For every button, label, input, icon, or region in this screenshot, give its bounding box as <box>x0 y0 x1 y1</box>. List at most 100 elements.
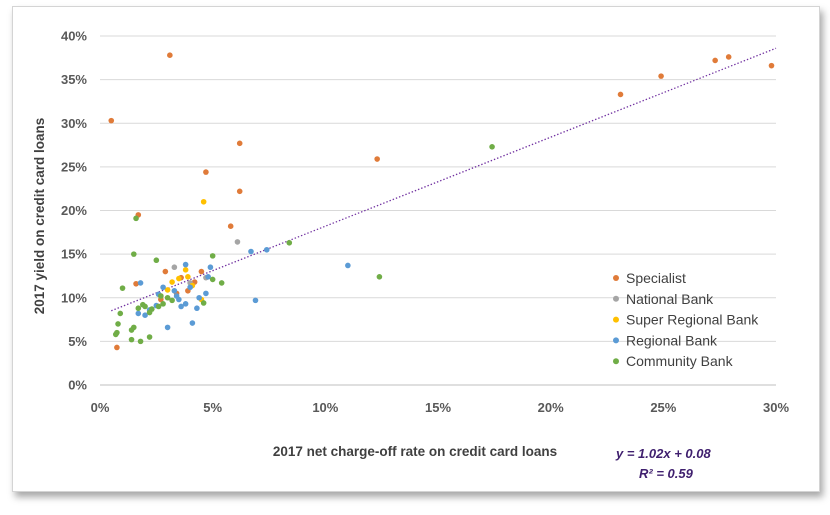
x-tick-label: 20% <box>538 400 564 415</box>
data-point-regional-bank <box>196 294 202 301</box>
x-axis-title: 2017 net charge-off rate on credit card … <box>273 444 557 459</box>
data-point-regional-bank <box>194 305 200 312</box>
data-point-regional-bank <box>142 312 148 319</box>
data-point-community-bank <box>169 297 175 304</box>
data-point-community-bank <box>376 274 383 280</box>
data-point-regional-bank <box>263 246 270 253</box>
trendline-equation: y = 1.02x + 0.08 <box>615 446 711 461</box>
data-point-super-regional-bank <box>200 198 207 205</box>
legend-label-community-bank: Community Bank <box>626 353 734 369</box>
data-point-regional-bank <box>171 287 178 294</box>
x-tick-label: 10% <box>312 400 338 415</box>
legend-label-specialist: Specialist <box>626 270 686 286</box>
y-tick-label: 10% <box>61 290 87 305</box>
y-tick-label: 40% <box>61 29 87 44</box>
y-tick-label: 30% <box>61 116 87 131</box>
data-point-regional-bank <box>205 274 211 280</box>
y-tick-label: 0% <box>68 378 87 393</box>
data-point-regional-bank <box>187 284 193 291</box>
data-point-national-bank <box>234 239 241 245</box>
data-point-national-bank <box>171 264 178 271</box>
data-point-specialist <box>236 188 243 195</box>
y-axis-title: 2017 yield on credit card loans <box>32 118 47 315</box>
x-tick-label: 30% <box>763 400 789 415</box>
scatter-chart: 0% 5% 10% 15% 20% 25% 30% 35% 40% 0% 5% 10% 15% 20% 25… <box>32 29 789 482</box>
data-point-specialist <box>133 280 139 287</box>
data-point-regional-bank <box>160 284 166 291</box>
y-tick-label: 25% <box>61 159 87 174</box>
x-tick-label: 0% <box>91 400 110 415</box>
x-tick-label: 25% <box>650 400 676 415</box>
data-point-specialist <box>203 169 209 175</box>
legend-marker-specialist <box>613 275 619 281</box>
y-tick-label: 5% <box>68 334 87 349</box>
data-point-community-bank <box>209 276 216 283</box>
data-point-specialist <box>374 156 380 162</box>
data-point-super-regional-bank <box>176 275 182 282</box>
data-point-community-bank <box>286 239 293 246</box>
data-point-community-bank <box>128 336 135 343</box>
x-tick-label: 15% <box>425 400 451 415</box>
data-point-community-bank <box>140 301 146 308</box>
data-point-community-bank <box>146 334 153 340</box>
data-point-regional-bank <box>173 293 180 299</box>
legend: Specialist National Bank Super Regional Ba… <box>613 270 759 369</box>
data-point-regional-bank <box>164 324 171 331</box>
data-point-regional-bank <box>135 310 142 317</box>
data-point-community-bank <box>164 294 171 301</box>
data-point-community-bank <box>153 257 160 264</box>
data-point-specialist <box>114 344 120 351</box>
data-point-super-regional-bank <box>185 274 191 280</box>
data-point-regional-bank <box>182 261 189 268</box>
data-point-super-regional-bank <box>164 287 171 293</box>
data-point-regional-bank <box>178 303 184 310</box>
data-point-specialist <box>167 52 173 58</box>
y-tick-label: 20% <box>61 203 87 218</box>
trendline-layer <box>111 47 777 312</box>
legend-marker-super-regional-bank <box>613 316 619 323</box>
trendline <box>111 47 777 312</box>
data-point-specialist <box>658 73 664 79</box>
data-point-regional-bank <box>203 290 209 297</box>
y-tick-label: 15% <box>61 247 87 262</box>
legend-label-super-regional-bank: Super Regional Bank <box>626 312 759 328</box>
data-point-super-regional-bank <box>169 279 175 285</box>
x-tick-label: 5% <box>203 400 222 415</box>
data-point-community-bank <box>117 310 124 317</box>
legend-marker-regional-bank <box>613 337 619 344</box>
data-point-specialist <box>712 57 718 64</box>
chart-card: 0% 5% 10% 15% 20% 25% 30% 35% 40% 0% 5% 10% 15% 20% 25… <box>12 6 820 492</box>
data-point-community-bank <box>131 251 137 257</box>
data-point-community-bank <box>119 285 126 291</box>
data-point-community-bank <box>209 253 216 259</box>
data-point-community-bank <box>146 309 153 316</box>
data-points <box>108 52 775 351</box>
data-point-specialist <box>227 223 234 230</box>
data-point-community-bank <box>135 305 142 312</box>
data-point-regional-bank <box>207 264 214 271</box>
data-point-regional-bank <box>252 297 259 304</box>
data-point-specialist <box>162 268 169 275</box>
data-point-regional-bank <box>182 301 189 307</box>
data-point-community-bank <box>160 301 166 307</box>
data-point-community-bank <box>489 144 495 150</box>
data-point-community-bank <box>131 324 137 331</box>
data-point-community-bank <box>200 300 207 306</box>
trendline-r-squared: R² = 0.59 <box>639 466 694 481</box>
data-point-specialist <box>725 54 732 60</box>
data-point-regional-bank <box>189 320 196 326</box>
data-point-community-bank <box>115 321 121 327</box>
data-point-community-bank <box>218 280 225 286</box>
data-point-community-bank <box>158 293 164 299</box>
data-point-super-regional-bank <box>182 267 189 273</box>
data-point-specialist <box>198 268 205 275</box>
data-point-community-bank <box>112 331 119 338</box>
data-point-specialist <box>768 62 775 69</box>
data-point-community-bank <box>155 303 162 310</box>
data-point-community-bank <box>133 215 139 222</box>
data-point-regional-bank <box>137 280 144 286</box>
legend-marker-community-bank <box>613 358 619 365</box>
data-point-specialist <box>108 117 115 124</box>
data-point-regional-bank <box>248 248 254 255</box>
legend-label-national-bank: National Bank <box>626 291 714 307</box>
